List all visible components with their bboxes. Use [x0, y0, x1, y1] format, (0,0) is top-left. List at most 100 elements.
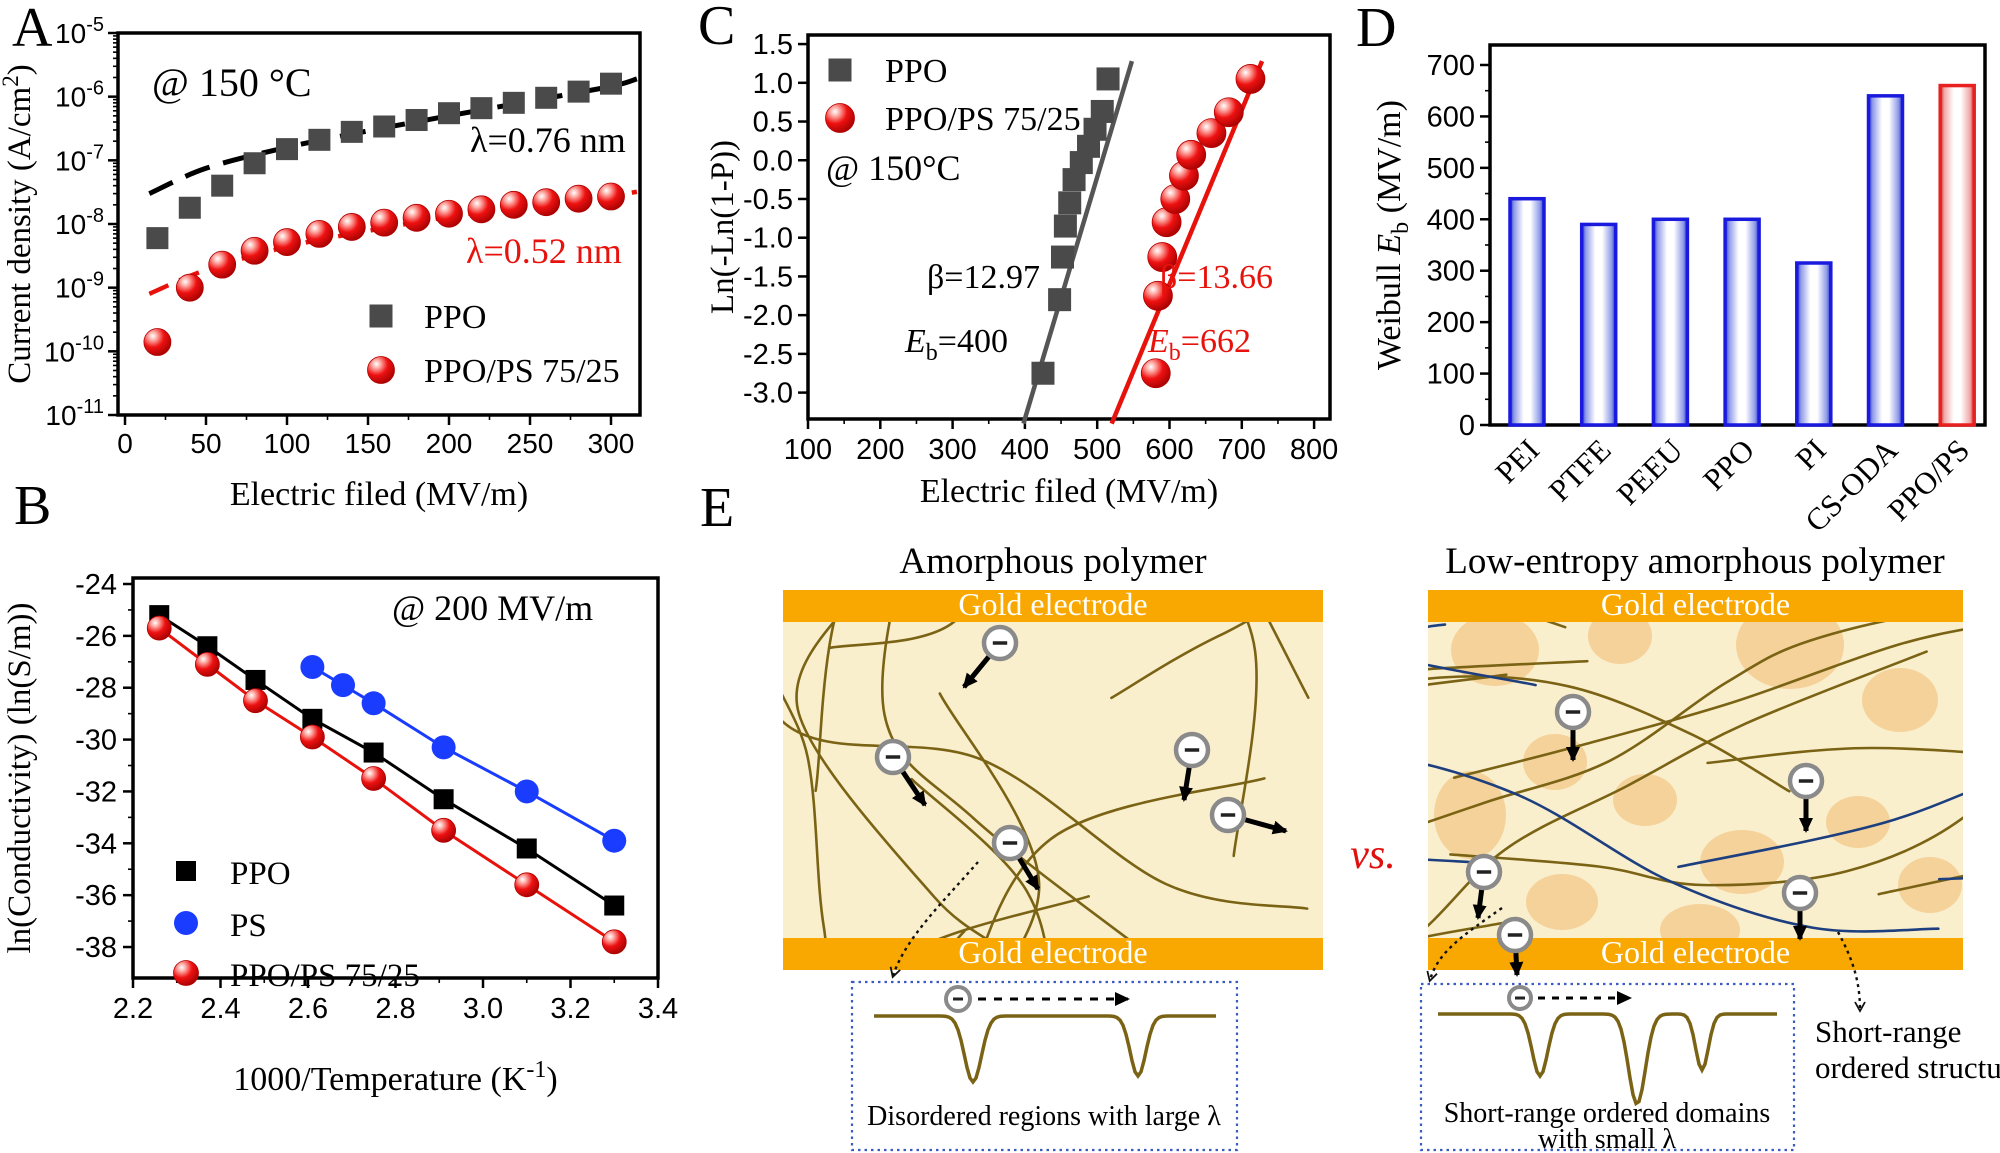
e-right-title: Low-entropy amorphous polymer [1445, 541, 1944, 582]
d-x-label-PPO/PS: PPO/PS [1881, 432, 1976, 527]
e-inset-left-label: Disordered regions with large λ [867, 1101, 1221, 1132]
data-point-circle [361, 691, 386, 716]
panel-c-chart: 1.5 1.0 0.5 0.0 -0.5 -1.0 -1.5 -2.0 -2.5 -3.0 100 2… [705, 29, 1338, 510]
e-vs-label: vs. [1350, 832, 1396, 878]
electron-icon [1209, 796, 1288, 835]
b-y-tick: -38 [75, 932, 117, 964]
data-point-sphere [597, 182, 625, 211]
data-point-sphere [564, 184, 593, 213]
d-y-tick: 400 [1427, 204, 1475, 236]
b-y-tick: -34 [75, 828, 117, 860]
data-point-sphere [367, 356, 395, 384]
axes-frame [806, 33, 1332, 421]
electron-icon [874, 738, 928, 807]
d-x-label-PEEU: PEEU [1610, 432, 1690, 512]
a-series-ppops [143, 182, 625, 356]
b-x-tick: 2.2 [113, 993, 153, 1025]
panel-a-chart: 0 50 100 150 200 250 300 Electric filed (MV/m) C… [0, 31, 642, 513]
electron-icon [1787, 762, 1825, 833]
b-y-tick: -26 [75, 621, 117, 653]
electron-arrow [1472, 887, 1487, 920]
data-point-sphere [370, 208, 399, 237]
c-y-tick: 0.0 [753, 145, 793, 177]
data-point-sphere [146, 615, 172, 641]
data-point-circle [514, 779, 539, 804]
a-x-tick: 100 [264, 428, 311, 459]
data-point-sphere [305, 219, 334, 248]
electron-icon [991, 824, 1041, 891]
e-side-label-2: ordered structure [1815, 1050, 2000, 1085]
d-bar-PPO/PS [1938, 83, 1976, 427]
data-point-sphere [299, 724, 325, 750]
d-y-tick: 200 [1427, 307, 1475, 339]
data-point-square [1050, 245, 1074, 269]
c-y-tick: 1.0 [753, 68, 793, 100]
b-series-0 [149, 605, 625, 916]
c-x-tick: 200 [856, 434, 904, 466]
data-point-sphere [361, 766, 387, 791]
a-y-tick-label: 10-7 [55, 141, 104, 176]
electron-icon [1465, 853, 1503, 920]
data-point-sphere [435, 199, 463, 228]
a-y-tick-label: 10-8 [55, 205, 104, 240]
d-bar-PTFE [1579, 222, 1618, 427]
b-x-tick: 3.0 [463, 993, 503, 1025]
data-point-sphere [1176, 139, 1207, 170]
data-point-square [1083, 117, 1107, 141]
electron-icon [1781, 874, 1819, 941]
a-legend-ppo: PPO [424, 299, 486, 336]
b-y-tick: -28 [75, 673, 117, 705]
c-x-tick: 500 [1073, 434, 1121, 466]
c-x-tick: 700 [1218, 434, 1266, 466]
data-point-square [369, 304, 393, 328]
c-eb-ppops: Eb=662 [1147, 323, 1251, 366]
a-y-tick-label: 10-10 [44, 332, 104, 367]
a-y-tick-label: 10-6 [55, 78, 104, 113]
e-side-label-1: Short-range [1815, 1014, 1961, 1049]
c-y-tick: -2.0 [743, 300, 793, 332]
data-point-sphere [1147, 242, 1178, 272]
b-series-line [311, 665, 615, 843]
e-inset-left-box [850, 980, 1239, 1152]
d-bar-PEI [1508, 196, 1546, 427]
a-series-ppo [146, 72, 622, 250]
data-point-sphere [208, 250, 237, 279]
d-y-tick: 300 [1427, 256, 1475, 288]
b-y-axis-title: ln(Conductivity) (ln(S/m)) [2, 602, 38, 953]
electron-arrow [1509, 950, 1524, 977]
panel-d-chart: 0 100 200 300 400 500 600 700 Weibull Eb (MV/m) P… [1371, 43, 1987, 539]
data-point-square [1053, 214, 1077, 238]
a-x-tick: 0 [117, 428, 133, 459]
a-x-tick: 150 [345, 428, 392, 459]
c-x-axis-title: Electric filed (MV/m) [920, 473, 1218, 510]
c-y-tick: 1.5 [753, 29, 793, 61]
d-bar-PI [1795, 261, 1833, 427]
e-left-dielectric [783, 590, 1323, 970]
data-point-sphere [431, 817, 457, 843]
e-potential-wells-small [1438, 1012, 1777, 1107]
c-x-tick: 100 [784, 434, 832, 466]
d-y-tick: 600 [1427, 101, 1475, 133]
e-left-electrode-bottom-label: Gold electrode [958, 934, 1147, 970]
e-inset-right-label-2: with small λ [1538, 1124, 1676, 1153]
electron-arrow [899, 768, 928, 807]
data-point-sphere [194, 651, 220, 677]
data-point-square [828, 58, 852, 82]
panel-a-ytick-labels: 10-5 10-6 10-7 10-8 10-9 10-10 10-11 [44, 14, 104, 431]
panel-e-diagram: Amorphous polymer Low-entropy amorphous p… [783, 541, 2000, 1153]
b-x-tick: 2.8 [375, 993, 415, 1025]
b-legend: PPO PS PPO/PS 75/25 [173, 856, 420, 994]
data-point-sphere [499, 190, 528, 219]
panel-label-e: E [700, 477, 735, 539]
c-series-0 [1021, 60, 1135, 425]
d-bar-CS-ODA [1866, 94, 1905, 427]
c-y-tick: -2.5 [743, 339, 793, 371]
a-legend: PPO PPO/PS 75/25 [367, 299, 620, 390]
e-right-electrode-top [1428, 590, 1963, 622]
d-x-label-PI: PI [1789, 432, 1833, 476]
electron-arrow [1179, 765, 1193, 802]
d-y-tick: 700 [1427, 50, 1475, 82]
panel-label-a: A [12, 0, 53, 59]
data-point-sphere [273, 228, 301, 256]
electron-arrow [1242, 816, 1288, 835]
